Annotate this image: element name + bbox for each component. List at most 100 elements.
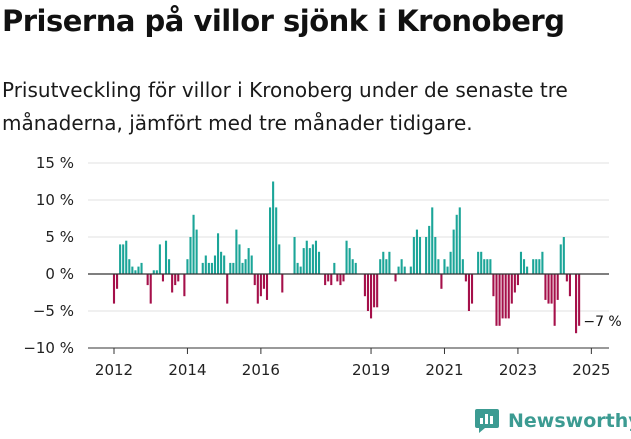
last-value-label: −7 % [583,314,621,330]
bar [125,240,128,274]
bar [477,251,480,274]
bar [275,207,278,274]
bar [168,259,171,274]
bar [516,274,519,286]
bar [501,274,504,319]
bar [241,262,244,274]
bar [262,274,265,289]
bar [449,251,452,274]
bar [134,270,137,274]
bar [351,259,354,274]
bar [269,207,272,274]
bar [532,259,535,274]
bar [480,251,483,274]
bar [265,274,269,300]
bar [541,251,544,274]
bar [256,274,259,304]
bar [213,255,217,274]
bar [446,266,449,274]
bar [235,229,238,274]
bar [296,262,299,274]
bar [195,229,198,274]
bar [575,274,578,334]
bar [146,274,149,286]
bar [354,262,357,274]
bar [492,274,495,297]
bar [535,259,538,274]
bar [440,274,443,289]
bar [128,259,131,274]
brand-name: Newsworthy [508,410,631,432]
bar [412,237,415,274]
bar [434,237,437,274]
bar [379,259,382,274]
bar [388,251,391,274]
bar [366,274,370,311]
bar [308,248,311,274]
y-tick-label: 0 % [45,265,74,283]
bar [369,274,373,319]
y-tick-label: −10 % [23,339,74,357]
newsworthy-icon [475,409,499,433]
bar [498,274,501,326]
bar [339,274,342,286]
bar [553,274,556,326]
bar [513,274,516,293]
bar [116,274,119,289]
bar [507,274,510,319]
x-tick-label: 2014 [168,361,206,379]
bar [415,229,418,274]
bar [158,244,161,274]
x-tick-label: 2019 [352,361,390,379]
bar [461,259,464,274]
bar [565,274,568,282]
bar [333,262,336,274]
bar [510,274,513,304]
bar [122,244,125,274]
bar [403,266,406,274]
bar [201,262,204,274]
bar [556,274,559,300]
bar [431,207,434,274]
bar [437,259,440,274]
bar [470,274,474,304]
bar [489,259,492,274]
bar [397,266,400,274]
x-tick-label: 2012 [95,361,133,379]
bar [409,266,412,274]
bar [382,251,385,274]
bar [177,274,180,282]
y-tick-label: 10 % [36,191,74,209]
bar [363,274,366,297]
bar [152,270,155,274]
bar [155,270,158,274]
bar [220,251,223,274]
x-tick-label: 2016 [242,361,280,379]
bar [526,266,529,274]
bar [250,255,253,274]
bar [119,244,122,274]
bar [550,274,553,304]
y-tick-label: 5 % [45,228,74,246]
bar [186,259,189,274]
bar [259,274,262,297]
bar [223,255,226,274]
bar [164,240,168,274]
bar [278,244,281,274]
bar [568,274,571,297]
x-tick-label: 2021 [425,361,463,379]
x-tick-label: 2025 [572,361,610,379]
bar [327,274,330,282]
bar [229,262,232,274]
bar [272,181,275,274]
bar [345,240,348,274]
bar [140,262,143,274]
bar [161,274,165,282]
bar [519,251,523,274]
bar [495,274,498,326]
bar [183,274,186,297]
bar [376,274,379,308]
bar [226,274,229,304]
bar [342,274,345,282]
bar [253,274,256,286]
